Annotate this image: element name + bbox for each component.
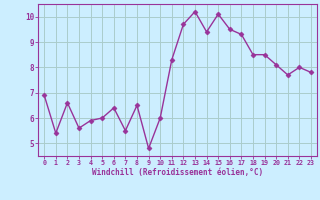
X-axis label: Windchill (Refroidissement éolien,°C): Windchill (Refroidissement éolien,°C)	[92, 168, 263, 177]
